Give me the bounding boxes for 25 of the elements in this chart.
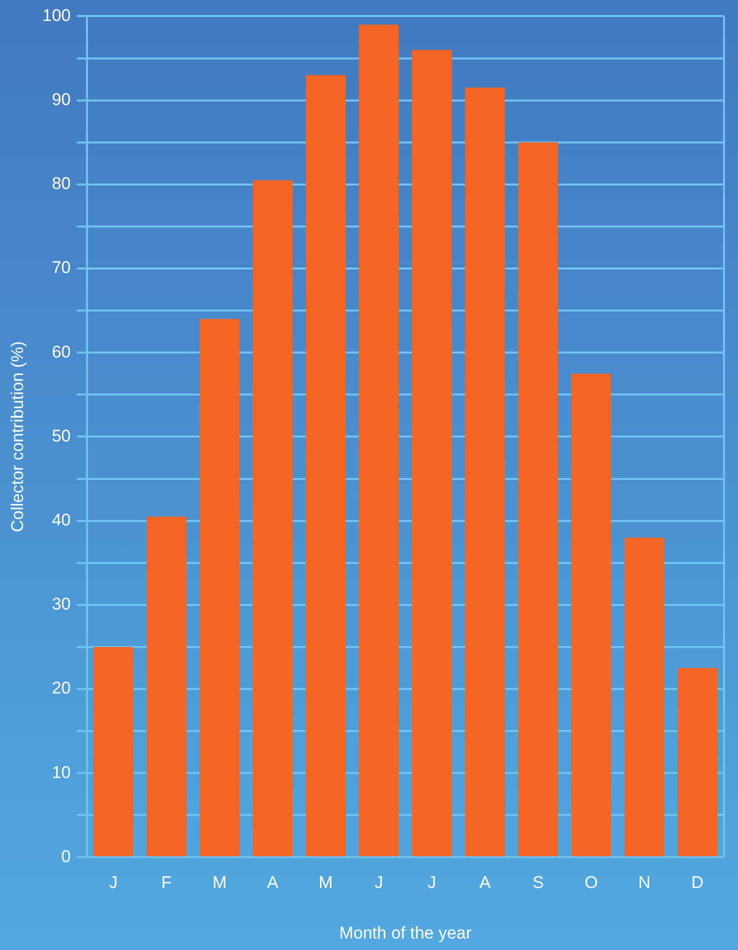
- y-tick-label: 60: [52, 342, 71, 362]
- x-tick-label: F: [161, 873, 172, 892]
- x-tick-label: M: [212, 873, 227, 892]
- y-tick-label: 10: [52, 762, 71, 782]
- x-axis-title: Month of the year: [339, 923, 472, 942]
- x-tick-label: A: [479, 873, 492, 892]
- x-tick-label: S: [532, 873, 544, 892]
- x-tick-label: O: [584, 873, 598, 892]
- x-tick-label: J: [428, 873, 436, 892]
- y-tick-label: 70: [52, 258, 71, 278]
- x-tick-label: J: [109, 873, 118, 892]
- x-tick-label: J: [374, 873, 384, 892]
- y-tick-label: 0: [61, 846, 71, 866]
- x-tick-label: M: [318, 873, 333, 892]
- x-tick-label: D: [691, 873, 704, 892]
- x-tick-label: A: [266, 873, 279, 892]
- y-tick-label: 50: [52, 426, 71, 446]
- y-axis-title: Collector contribution (%): [8, 341, 27, 532]
- x-tick-label: N: [638, 873, 650, 892]
- y-tick-label: 100: [42, 6, 71, 25]
- y-tick-label: 80: [52, 174, 71, 194]
- y-tick-label: 90: [52, 90, 71, 109]
- y-tick-label: 20: [52, 678, 71, 698]
- y-tick-label: 30: [52, 594, 71, 614]
- y-tick-label: 40: [52, 510, 71, 530]
